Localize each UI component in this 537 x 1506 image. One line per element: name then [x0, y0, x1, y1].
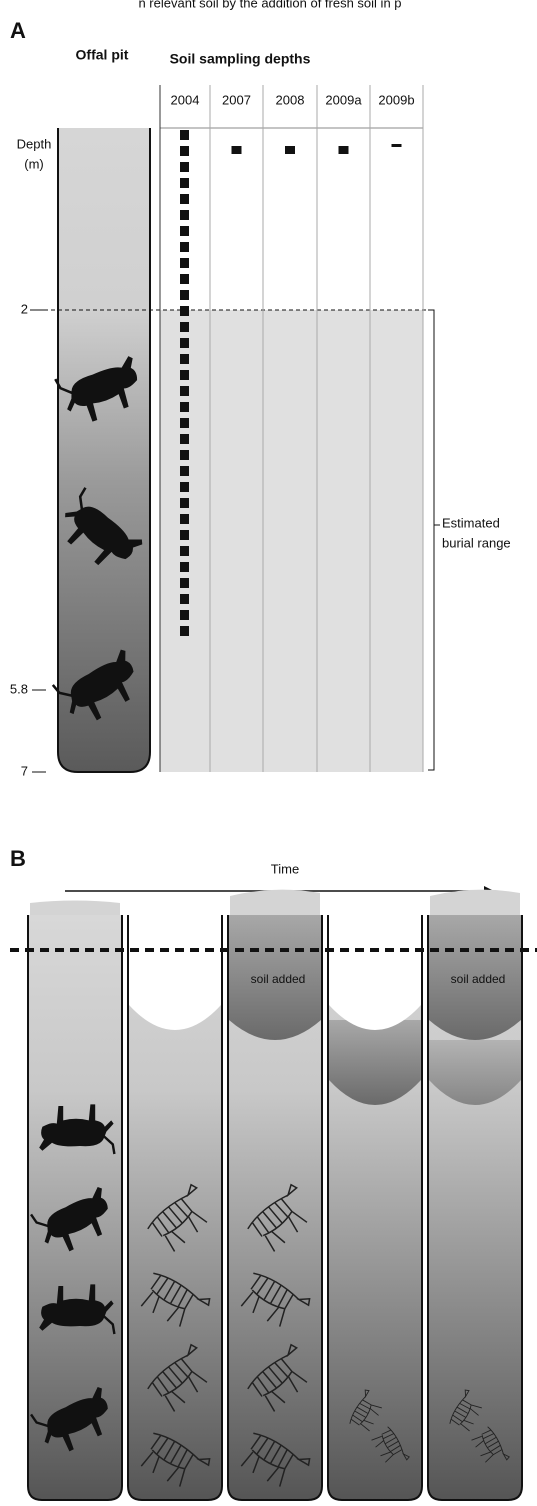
sample-mark: [180, 418, 189, 428]
depth-tick-label: 7: [21, 763, 28, 778]
sampling-title: Soil sampling depths: [170, 51, 311, 67]
column-header: 2009a: [325, 92, 362, 107]
sample-mark: [231, 146, 242, 154]
sample-mark: [180, 578, 189, 588]
sample-mark: [180, 322, 189, 332]
burial-zone: [160, 310, 423, 772]
sample-mark: [180, 402, 189, 412]
offal-pit: [57, 128, 151, 773]
sample-mark: [180, 626, 189, 636]
bracket-label: burial range: [442, 535, 511, 550]
sample-mark: [180, 562, 189, 572]
sample-mark: [180, 146, 189, 156]
column-header: 2008: [276, 92, 305, 107]
sample-mark: [180, 274, 189, 284]
sample-mark: [180, 338, 189, 348]
sample-mark: [180, 466, 189, 476]
sample-mark: [180, 386, 189, 396]
soil-added-label: soil added: [451, 972, 506, 986]
settled-soil: [329, 1020, 421, 1105]
sample-mark: [180, 242, 189, 252]
column-header: 2007: [222, 92, 251, 107]
added-soil: [229, 915, 321, 1040]
tube: [227, 915, 323, 1501]
sample-mark: [180, 434, 189, 444]
sample-mark: [180, 258, 189, 268]
sample-mark: [180, 498, 189, 508]
sample-mark: [180, 514, 189, 524]
sample-mark: [285, 146, 295, 154]
depth-tick-label: 5.8: [10, 681, 28, 696]
sample-mark: [180, 130, 189, 140]
panel-label: B: [10, 846, 26, 871]
sample-mark: [180, 226, 189, 236]
sample-mark: [180, 594, 189, 604]
sample-mark: [391, 144, 402, 147]
bracket: [428, 309, 435, 771]
added-soil: [429, 915, 521, 1040]
depth-title: Depth: [17, 136, 52, 151]
depth-unit: (m): [24, 156, 44, 171]
subsidence: [329, 915, 421, 1030]
sample-mark: [180, 530, 189, 540]
sample-mark: [180, 210, 189, 220]
sample-mark: [180, 610, 189, 620]
column-header: 2004: [171, 92, 200, 107]
subsidence: [129, 915, 221, 1030]
sample-mark: [180, 178, 189, 188]
sample-mark: [180, 546, 189, 556]
sample-mark: [180, 354, 189, 364]
pit-title: Offal pit: [76, 47, 129, 63]
settled-soil: [429, 1040, 521, 1105]
sample-mark: [180, 290, 189, 300]
depth-tick-label: 2: [21, 301, 28, 316]
panel-label: A: [10, 18, 26, 43]
caption-fragment: n relevant soil by the addition of fresh…: [138, 0, 401, 10]
sample-mark: [180, 450, 189, 460]
sample-mark: [180, 162, 189, 172]
sample-mark: [180, 370, 189, 380]
sample-mark: [180, 306, 189, 316]
time-label: Time: [271, 861, 299, 876]
sample-mark: [180, 194, 189, 204]
soil-added-label: soil added: [251, 972, 306, 986]
bracket-label: Estimated: [442, 515, 500, 530]
sample-mark: [338, 146, 349, 154]
column-header: 2009b: [378, 92, 414, 107]
sample-mark: [180, 482, 189, 492]
tube: [127, 915, 223, 1501]
